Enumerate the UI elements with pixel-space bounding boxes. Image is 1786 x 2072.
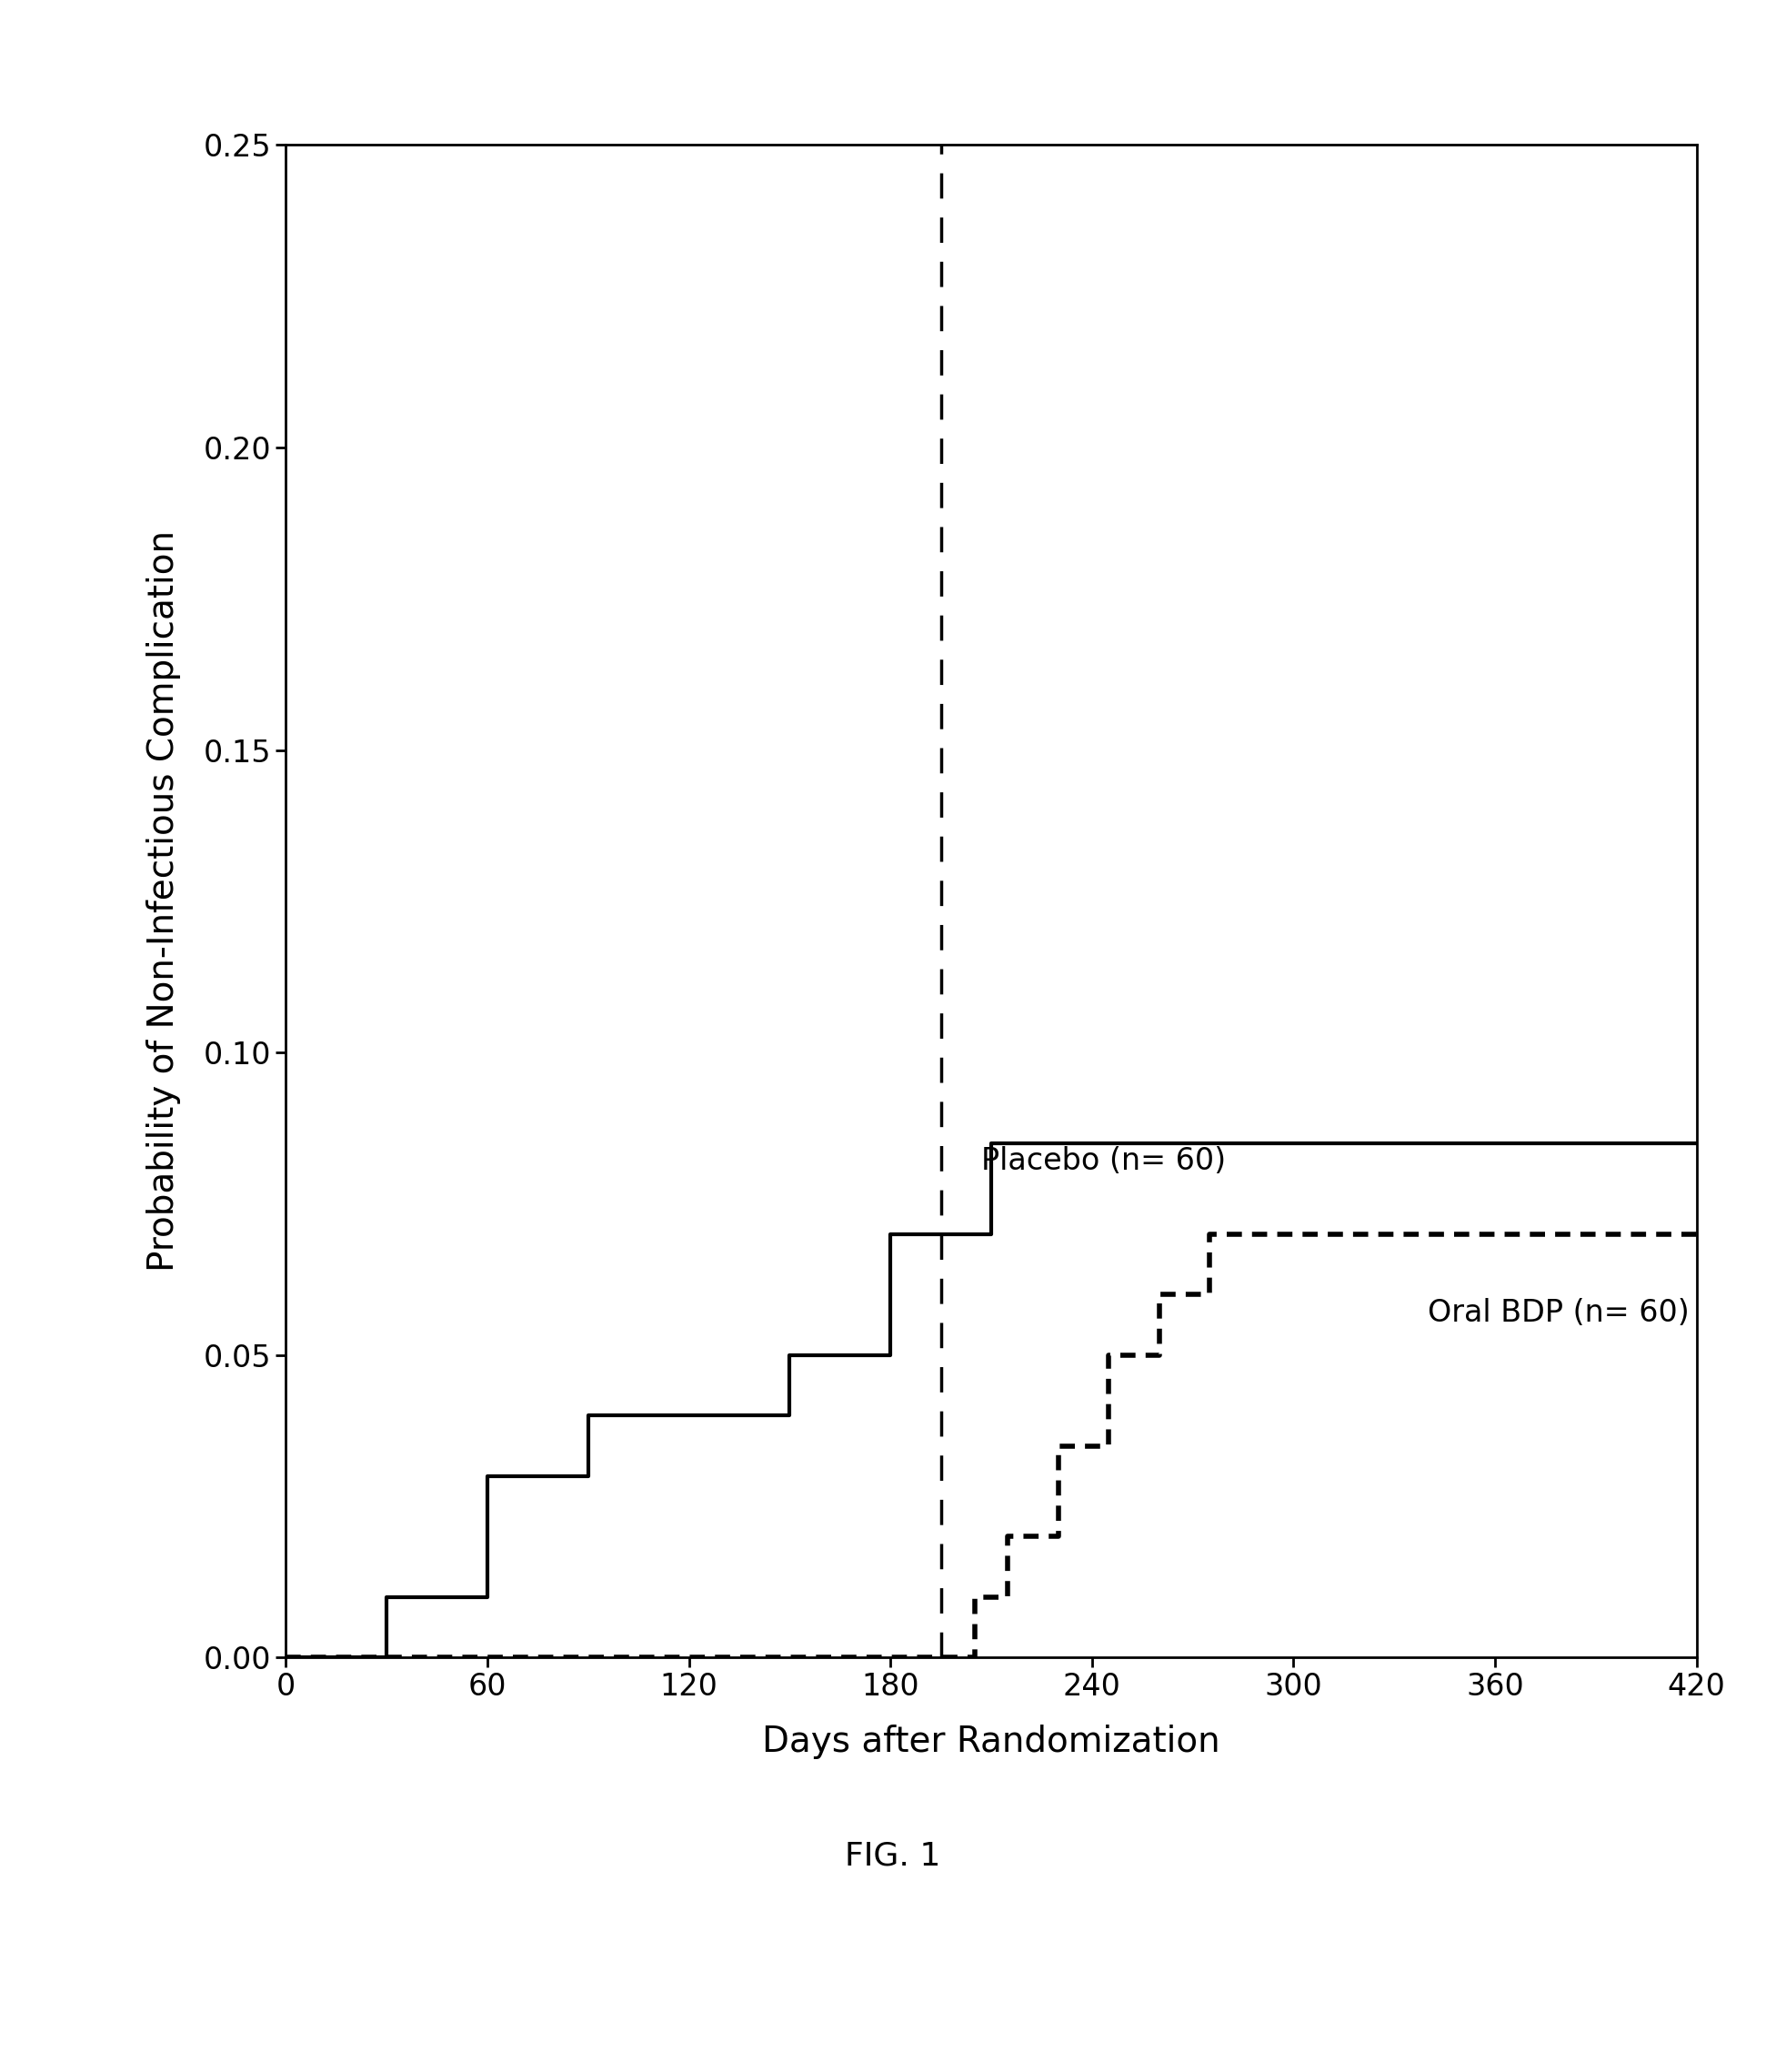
Text: FIG. 1: FIG. 1 xyxy=(845,1840,941,1871)
Text: Placebo (n= 60): Placebo (n= 60) xyxy=(981,1146,1225,1177)
X-axis label: Days after Randomization: Days after Randomization xyxy=(763,1724,1220,1759)
Y-axis label: Probability of Non-Infectious Complication: Probability of Non-Infectious Complicati… xyxy=(146,530,180,1272)
Text: Oral BDP (n= 60): Oral BDP (n= 60) xyxy=(1429,1297,1690,1328)
